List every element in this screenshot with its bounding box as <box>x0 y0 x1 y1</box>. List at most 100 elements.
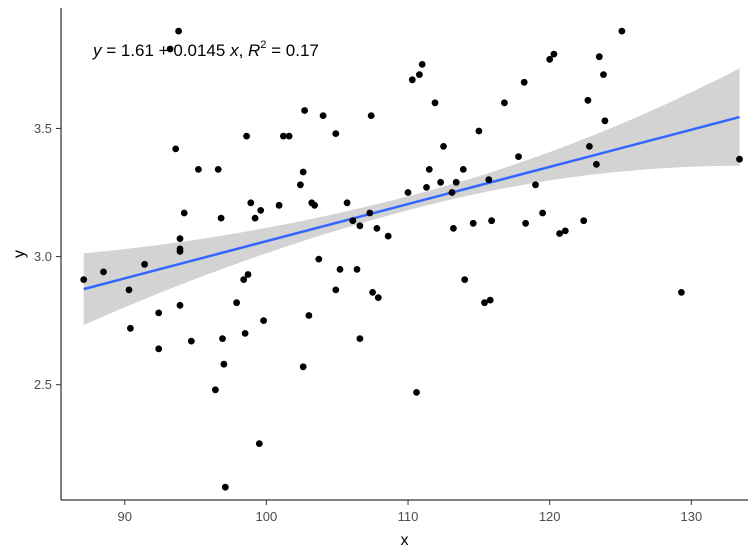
data-point <box>408 76 416 84</box>
data-point <box>374 294 382 301</box>
data-point <box>315 255 323 263</box>
data-point <box>275 201 283 209</box>
data-point <box>260 317 267 324</box>
data-point <box>452 178 460 186</box>
x-tick-label: 110 <box>398 509 419 524</box>
annotation-x: x <box>229 41 239 60</box>
data-point <box>241 330 249 337</box>
data-point <box>353 266 361 273</box>
data-point <box>488 217 495 225</box>
annotation-r: R <box>248 41 260 60</box>
data-point <box>240 276 248 283</box>
data-point <box>176 301 184 309</box>
x-tick-label: 120 <box>539 509 561 524</box>
data-point <box>343 199 351 207</box>
data-point <box>431 99 439 107</box>
data-point <box>80 276 88 283</box>
data-point <box>459 166 467 173</box>
annotation-y: y <box>92 41 103 60</box>
annotation-sup: 2 <box>260 39 266 51</box>
points-layer <box>80 27 743 491</box>
data-point <box>311 201 318 209</box>
data-point <box>593 160 600 168</box>
data-point <box>384 232 392 240</box>
data-point <box>586 143 593 150</box>
regression-equation: y = 1.61 + 0.0145 x, R2 = 0.17 <box>92 39 319 60</box>
data-point <box>175 27 183 35</box>
data-point <box>539 209 546 217</box>
data-point <box>336 266 344 273</box>
data-point <box>166 45 174 53</box>
data-point <box>416 71 423 78</box>
data-point <box>305 312 313 319</box>
data-point <box>212 386 219 394</box>
data-point <box>450 225 457 232</box>
data-point <box>515 153 522 161</box>
data-point <box>176 235 184 243</box>
data-point <box>601 117 609 125</box>
data-point <box>367 112 375 119</box>
data-point <box>481 299 488 307</box>
data-point <box>125 286 133 294</box>
data-point <box>373 225 381 232</box>
data-point <box>486 296 494 304</box>
data-point <box>678 289 685 296</box>
y-axis-title: y <box>11 250 28 258</box>
data-point <box>155 309 163 317</box>
data-point <box>522 219 529 227</box>
data-point <box>155 345 163 353</box>
data-point <box>356 222 364 230</box>
confidence-band <box>83 68 740 326</box>
data-point <box>319 112 327 119</box>
data-point <box>332 286 340 294</box>
data-point <box>595 53 603 61</box>
axes-layer <box>60 8 748 501</box>
data-point <box>332 130 340 138</box>
data-point <box>285 132 293 140</box>
data-point <box>437 178 444 186</box>
data-point <box>413 389 420 396</box>
x-axis-title: x <box>401 532 409 549</box>
data-point <box>301 107 308 114</box>
data-point <box>297 181 304 189</box>
annotation-eq: = 1.61 + 0.0145 <box>102 41 231 60</box>
data-point <box>195 166 202 173</box>
data-point <box>180 209 188 217</box>
data-point <box>349 217 357 225</box>
data-point <box>214 166 222 173</box>
data-point <box>247 199 255 207</box>
x-tick-label: 130 <box>680 509 702 524</box>
data-point <box>126 324 134 332</box>
data-point <box>561 227 569 235</box>
data-point <box>448 189 456 196</box>
confidence-band-layer <box>83 68 740 326</box>
annotation-comma: , <box>239 41 248 60</box>
data-point <box>584 96 592 104</box>
data-point <box>366 209 374 217</box>
data-point <box>176 248 184 255</box>
data-point <box>233 299 241 307</box>
data-point <box>221 483 229 491</box>
data-point <box>280 132 287 140</box>
ticks-layer: 90 100 110 120 130 2.5 3.0 3.5 <box>34 121 702 524</box>
data-point <box>423 184 430 191</box>
data-point <box>243 132 251 140</box>
data-point <box>546 55 554 63</box>
data-point <box>469 219 477 227</box>
data-point <box>532 181 539 189</box>
data-point <box>475 127 483 135</box>
regression-line-layer <box>83 115 740 291</box>
data-point <box>418 61 426 68</box>
x-tick-label: 90 <box>118 509 132 524</box>
x-tick-label: 100 <box>256 509 278 524</box>
data-point <box>461 276 469 283</box>
annotation-val: = 0.17 <box>266 41 318 60</box>
data-point <box>485 176 493 184</box>
data-point <box>356 335 364 342</box>
data-point <box>550 50 558 58</box>
data-point <box>187 337 195 345</box>
data-point <box>556 230 563 237</box>
data-point <box>736 155 743 163</box>
data-point <box>255 440 263 447</box>
